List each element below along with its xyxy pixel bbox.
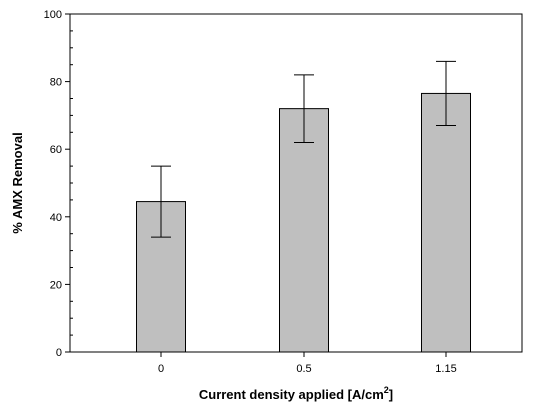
y-axis-title: % AMX Removal bbox=[10, 132, 25, 233]
y-tick-label: 40 bbox=[50, 212, 62, 224]
x-tick-label: 1.15 bbox=[435, 363, 456, 375]
x-tick-label: 0.5 bbox=[296, 363, 311, 375]
bar bbox=[279, 108, 329, 353]
error-bars bbox=[151, 60, 456, 238]
y-tick-label: 0 bbox=[56, 347, 62, 359]
plot-frame bbox=[69, 13, 523, 353]
bar bbox=[421, 92, 471, 353]
y-tick-label: 60 bbox=[50, 144, 62, 156]
x-axis-title-main: Current density applied [A/cm bbox=[199, 387, 384, 402]
x-tick-label: 0 bbox=[158, 363, 164, 375]
x-axis-title: Current density applied [A/cm2] bbox=[199, 385, 393, 402]
y-tick-label: 20 bbox=[50, 279, 62, 291]
y-tick-label: 100 bbox=[44, 9, 62, 21]
bar bbox=[136, 201, 186, 353]
bars bbox=[136, 92, 471, 353]
x-ticks: 0 0.5 1.15 bbox=[158, 352, 457, 375]
y-major-ticks: 0 20 40 60 80 100 bbox=[44, 9, 70, 359]
x-axis-title-suffix: ] bbox=[389, 387, 393, 402]
y-tick-label: 80 bbox=[50, 77, 62, 89]
x-axis-title-superscript: 2 bbox=[384, 385, 389, 395]
